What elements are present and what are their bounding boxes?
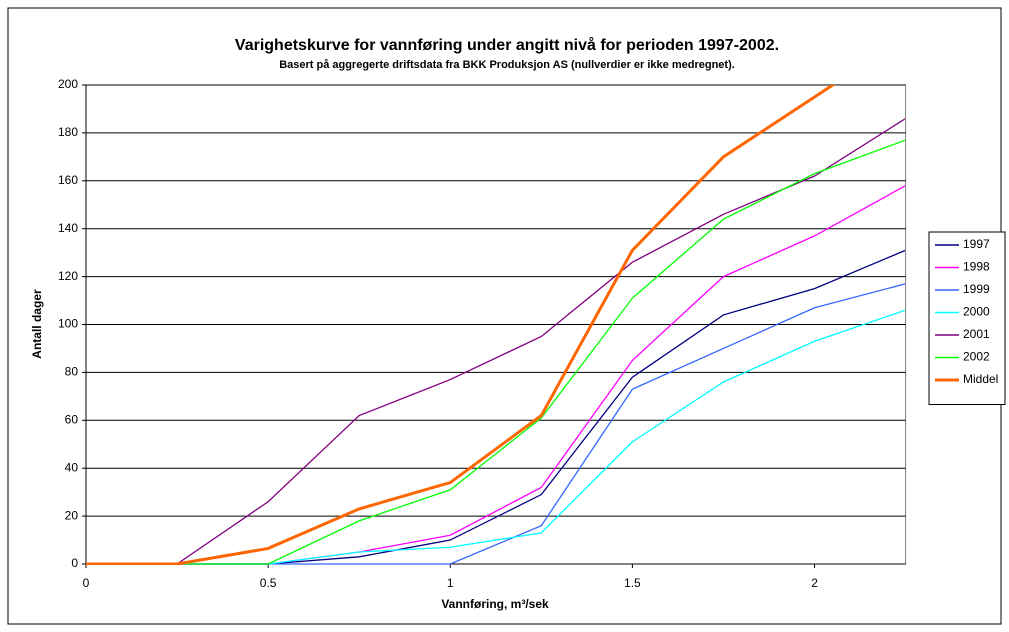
x-axis-label: Vannføring, m³/sek	[441, 597, 549, 611]
series-line	[86, 139, 905, 565]
chart-subtitle: Basert på aggregerte driftsdata fra BKK …	[279, 59, 735, 71]
chart-title: Varighetskurve for vannføring under angi…	[235, 36, 779, 54]
y-tick-label: 40	[65, 460, 79, 474]
x-tick-label: 0	[83, 576, 90, 590]
y-tick-label: 80	[65, 365, 79, 379]
y-axis-label: Antall dager	[30, 289, 44, 359]
legend-label: 2000	[963, 305, 990, 319]
legend-label: 2002	[963, 350, 990, 364]
legend-label: 2001	[963, 327, 990, 341]
y-tick-label: 0	[71, 556, 78, 570]
legend-box	[928, 231, 1006, 405]
x-tick-label: 1.5	[624, 576, 641, 590]
x-tick-label: 1	[447, 576, 454, 590]
series-line	[86, 118, 905, 565]
y-tick-label: 160	[58, 173, 78, 187]
y-tick-label: 100	[58, 317, 78, 331]
y-tick-label: 180	[58, 125, 78, 139]
y-tick-label: 60	[65, 412, 79, 426]
legend-label: 1999	[963, 282, 990, 296]
y-tick-label: 120	[58, 269, 78, 283]
x-tick-label: 2	[811, 576, 818, 590]
legend-label: 1997	[963, 237, 990, 251]
series-line	[86, 85, 836, 565]
y-tick-label: 20	[65, 508, 79, 522]
legend-label: 1998	[963, 260, 990, 274]
legend-label: Middel	[963, 372, 998, 386]
x-tick-label: 0.5	[260, 576, 277, 590]
y-tick-label: 200	[58, 77, 78, 91]
lines	[86, 85, 905, 565]
y-tick-label: 140	[58, 221, 78, 235]
